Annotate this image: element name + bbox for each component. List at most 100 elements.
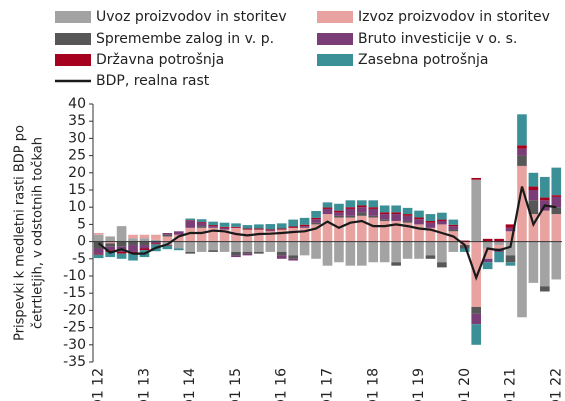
- bar-segment: [402, 214, 413, 216]
- bar-segment: [128, 234, 138, 239]
- bar-segment: [334, 215, 344, 218]
- bar-segment: [402, 241, 413, 259]
- bar-segment: [425, 241, 436, 256]
- bar-segment: [151, 243, 161, 245]
- bar-segment: [311, 222, 321, 225]
- bar-segment: [139, 238, 150, 242]
- legend-label: BDP, realna rast: [96, 73, 210, 89]
- bar-segment: [334, 210, 344, 213]
- bar-segment: [276, 229, 287, 242]
- bar-segment: [173, 248, 184, 251]
- x-tick-label: Q1 13: [136, 368, 152, 401]
- bar-segment: [540, 197, 550, 201]
- bar-segment: [139, 241, 150, 246]
- bar-segment: [299, 224, 310, 227]
- bar-segment: [357, 200, 367, 206]
- bar-segment: [402, 207, 413, 215]
- bar-segment: [368, 207, 379, 209]
- bar-segment: [242, 253, 253, 256]
- bar-segment: [505, 231, 516, 242]
- x-tick-label: Q1 16: [274, 368, 290, 401]
- x-tick-label: Q1 18: [365, 368, 381, 401]
- bar-segment: [93, 233, 104, 235]
- y-tick-label: 10: [68, 199, 86, 215]
- legend-label: Zasebna potrošnja: [358, 52, 488, 68]
- bar-segment: [517, 165, 527, 242]
- bar-segment: [414, 241, 424, 259]
- x-tick-label: Q1 14: [182, 368, 198, 401]
- bar-segment: [482, 238, 493, 242]
- bar-segment: [162, 234, 173, 237]
- bar-segment: [494, 245, 504, 249]
- bar-segment: [185, 251, 196, 254]
- bar-segment: [391, 205, 401, 213]
- bar-segment: [196, 221, 207, 223]
- bar-segment: [208, 241, 218, 251]
- bar-segment: [482, 241, 493, 249]
- bar-segment: [334, 241, 344, 263]
- bar-segment: [448, 229, 459, 232]
- bar-segment: [128, 241, 138, 246]
- bar-segment: [448, 219, 459, 225]
- bar-segment: [540, 176, 550, 198]
- bar-segment: [208, 226, 218, 228]
- bar-segment: [345, 207, 356, 209]
- bar-segment: [334, 212, 344, 216]
- bar-segment: [551, 214, 562, 242]
- bar-segment: [414, 210, 424, 218]
- bar-segment: [288, 255, 298, 259]
- bar-segment: [311, 219, 321, 223]
- bar-segment: [219, 227, 230, 230]
- bar-segment: [196, 226, 207, 228]
- bar-segment: [231, 251, 241, 256]
- bar-segment: [265, 224, 276, 230]
- bar-segment: [471, 324, 482, 345]
- bar-segment: [494, 238, 504, 242]
- y-tick-label: 5: [77, 216, 86, 232]
- y-tick-label: -35: [63, 354, 86, 370]
- legend-label: Spremembe zalog in v. p.: [96, 31, 274, 47]
- bar-segment: [322, 208, 333, 215]
- y-tick-label: -5: [72, 251, 86, 267]
- bar-segment: [471, 177, 482, 180]
- bar-segment: [414, 219, 424, 225]
- bar-segment: [517, 155, 527, 166]
- bar-segment: [288, 241, 298, 256]
- legend-swatch: [55, 33, 91, 45]
- y-tick-label: 40: [68, 96, 86, 112]
- bar-segment: [322, 207, 333, 209]
- bar-segment: [311, 217, 321, 220]
- bar-segment: [379, 219, 390, 221]
- bar-segment: [219, 222, 230, 227]
- y-tick-label: -20: [63, 302, 86, 318]
- bar-segment: [437, 220, 447, 225]
- bar-segment: [185, 241, 196, 252]
- bar-segment: [128, 245, 138, 252]
- bar-segment: [105, 241, 115, 244]
- bar-segment: [151, 241, 161, 244]
- y-tick-label: -30: [63, 337, 86, 353]
- bar-segment: [471, 179, 482, 242]
- bar-segment: [505, 241, 516, 256]
- bar-segment: [288, 226, 298, 228]
- bar-segment: [276, 255, 287, 259]
- bar-segment: [345, 208, 356, 216]
- bar-segment: [334, 203, 344, 211]
- bar-segment: [231, 241, 241, 252]
- bar-segment: [517, 145, 527, 149]
- bar-segment: [551, 207, 562, 215]
- bar-segment: [139, 245, 150, 249]
- bar-segment: [288, 258, 298, 261]
- bar-segment: [357, 207, 367, 213]
- legend-label: Bruto investicije v o. s.: [358, 31, 517, 47]
- bar-segment: [265, 241, 276, 252]
- y-tick-label: 15: [68, 182, 86, 198]
- bar-segment: [105, 250, 115, 252]
- bar-segment: [517, 241, 527, 318]
- bar-segment: [128, 238, 138, 242]
- bar-segment: [540, 210, 550, 242]
- bar-segment: [219, 226, 230, 228]
- bar-segment: [265, 229, 276, 231]
- bar-segment: [345, 241, 356, 266]
- x-tick-label: Q1 19: [411, 368, 427, 401]
